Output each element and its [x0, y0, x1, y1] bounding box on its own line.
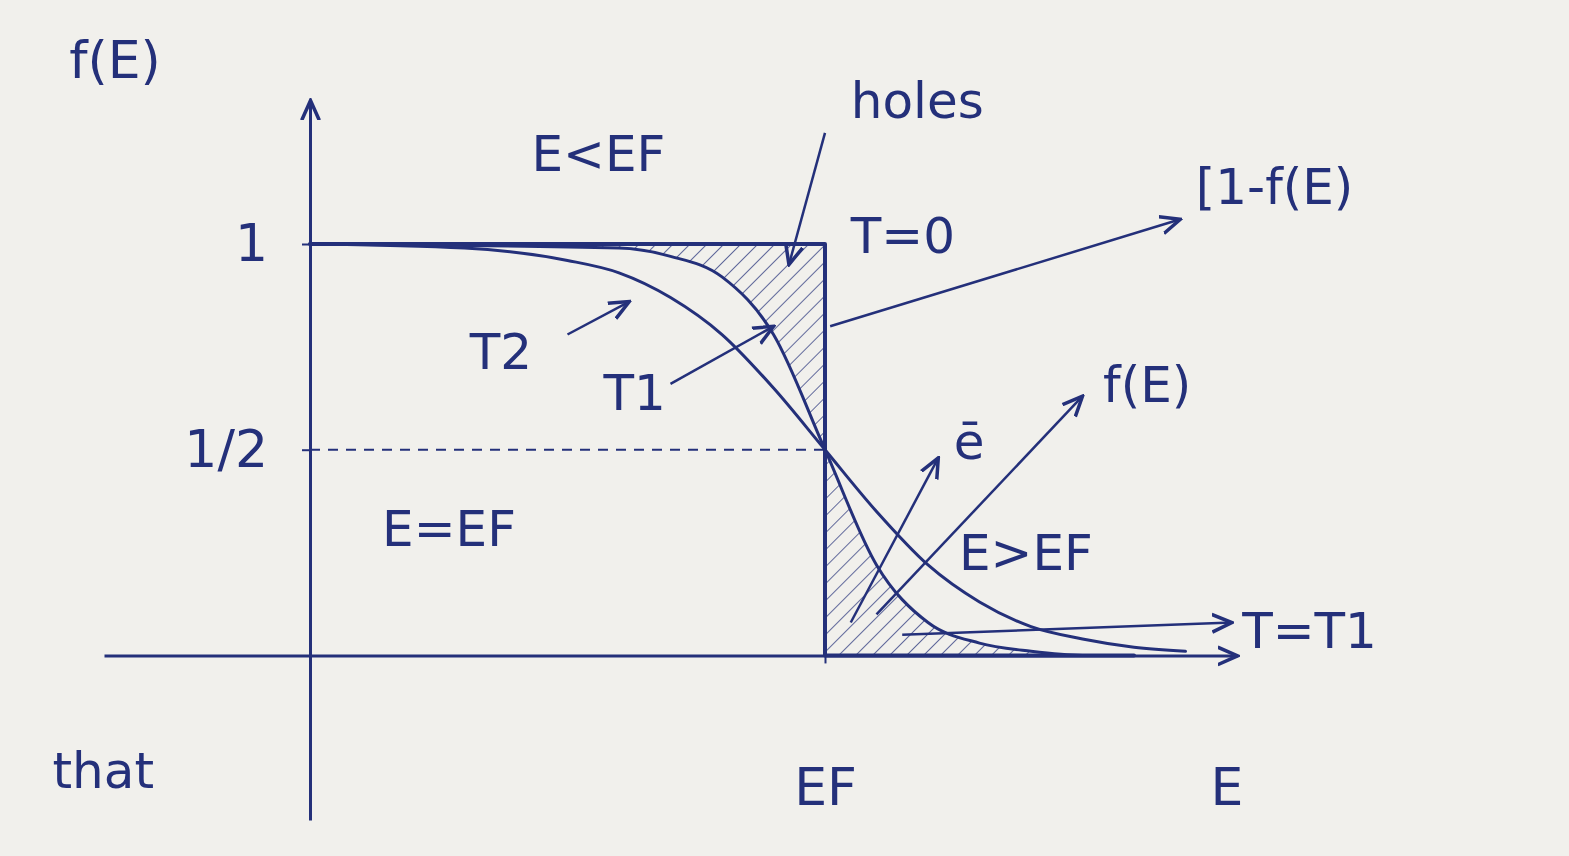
y-tick: 1	[235, 213, 310, 273]
x-axis-title: E	[1211, 757, 1244, 817]
leader-arrow	[568, 302, 630, 335]
grid	[310, 244, 825, 450]
y-axis-line	[309, 101, 312, 821]
annotation: f(E)	[1103, 356, 1191, 414]
y-tick: 1/2	[184, 419, 310, 479]
y-axis-title: f(E)	[69, 30, 161, 90]
annotation: T=T1	[1241, 602, 1377, 660]
curve	[310, 244, 1134, 655]
leader-arrow	[902, 623, 1232, 635]
leader-arrow	[671, 326, 774, 384]
annotation: E<EF	[531, 125, 665, 183]
x-tick: EF	[794, 655, 857, 817]
annotation: that	[53, 742, 155, 800]
chart: EF 1 1/2 f(E) E E<EF holes T=0 [1-f(E) T2 T1 E=EF ē f…	[0, 0, 1569, 856]
y-tick-mark	[302, 244, 310, 246]
x-tick-label: EF	[794, 757, 857, 817]
annotation: E>EF	[959, 524, 1093, 582]
leaders	[568, 133, 1232, 635]
annotation: T1	[603, 364, 666, 422]
y-tick-label: 1	[235, 213, 268, 273]
annotation: [1-f(E)	[1196, 158, 1354, 216]
annotation: E=EF	[382, 500, 516, 558]
background	[0, 0, 1569, 856]
plot-area	[310, 244, 1186, 655]
x-axis: EF	[105, 655, 1238, 817]
annotation: holes	[851, 72, 984, 130]
x-axis-line	[105, 654, 1238, 657]
leader-arrow	[851, 458, 939, 623]
curve	[310, 244, 1186, 651]
y-tick-mark	[302, 449, 310, 451]
x-tick-mark	[825, 655, 827, 663]
annotation: ē	[954, 413, 985, 471]
grid-line	[310, 449, 825, 451]
annotation: T2	[469, 323, 532, 381]
leader-arrow	[789, 133, 825, 265]
curve	[310, 244, 1134, 655]
holes-area	[310, 244, 825, 450]
y-tick-label: 1/2	[184, 419, 268, 479]
annotation: T=0	[850, 207, 955, 265]
y-axis: 1 1/2	[184, 101, 310, 821]
annotations: E<EF holes T=0 [1-f(E) T2 T1 E=EF ē f(E) E>EF T=T1…	[53, 72, 1377, 801]
